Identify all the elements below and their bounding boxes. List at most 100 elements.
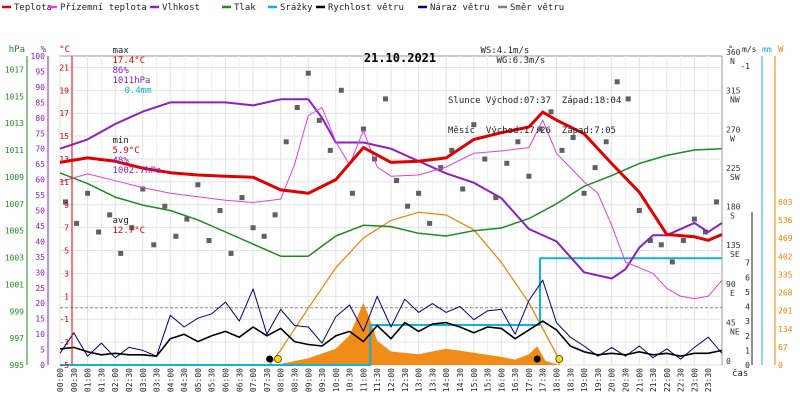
wind-dir-point xyxy=(305,70,311,76)
sunrise-marker xyxy=(266,355,274,363)
axis-hpa-tick: 1017 xyxy=(5,65,24,74)
series-solar-area xyxy=(269,302,560,365)
axis-temp-tick: 21 xyxy=(59,63,69,72)
axis-dir-tick: 315 xyxy=(726,87,741,96)
wind-dir-point xyxy=(570,135,576,140)
wind-dir-point xyxy=(129,225,135,231)
axis-temp-tick: -3 xyxy=(59,338,69,347)
wind-dir-point xyxy=(250,225,256,231)
wind-sun-info: WS:4.1m/s WG:6.3m/s Slunce Východ:07:37 … xyxy=(448,16,621,156)
wind-dir-point xyxy=(261,233,267,239)
x-tick: 01:00 xyxy=(84,368,93,392)
axis-dir-tick: 360 xyxy=(726,48,741,57)
wind-dir-point xyxy=(217,208,223,213)
stats-min-row: min 5.9°C 48% 1002.7hPa xyxy=(80,126,162,186)
axis-dir-tick: 90 xyxy=(726,280,736,289)
wind-row: WS:4.1m/s WG:6.3m/s xyxy=(448,36,621,76)
wind-dir-point xyxy=(714,199,719,205)
axis-w-tick: 402 xyxy=(778,252,793,261)
axis-temp-tick: 13 xyxy=(59,155,69,164)
axis-dir-tick: 225 xyxy=(726,164,741,173)
wind-dir-point xyxy=(493,195,499,201)
x-tick: 09:30 xyxy=(318,368,327,392)
wind-dir-point xyxy=(272,212,278,218)
x-tick: 20:30 xyxy=(621,368,630,392)
axis-temp-tick: 1 xyxy=(64,292,69,301)
x-tick: 09:00 xyxy=(304,368,313,392)
axis-temp-tick: 15 xyxy=(59,132,69,141)
axis-dir-label: N xyxy=(730,57,735,66)
axis-w-tick: 469 xyxy=(778,234,793,243)
stats-max-label: max xyxy=(112,46,129,56)
x-tick: 12:30 xyxy=(401,368,410,392)
wind-dir-point xyxy=(74,220,79,226)
x-tick: 01:30 xyxy=(97,368,106,392)
axis-dir-unit: ° xyxy=(728,45,733,55)
legend-label: Náraz větru xyxy=(430,3,490,13)
x-tick: 13:30 xyxy=(428,368,437,392)
wind-dir-point xyxy=(316,117,322,123)
axis-hpa-tick: 1015 xyxy=(5,92,24,101)
wind-dir-point xyxy=(702,229,708,235)
stats-avg-row: avg 12.7°C xyxy=(80,206,161,246)
chart-title: 21.10.2021 xyxy=(364,51,436,65)
series-solar-theoretical xyxy=(269,211,560,366)
wind-dir-point xyxy=(162,203,168,209)
wind-dir-point xyxy=(504,160,510,166)
axis-pct-tick: 55 xyxy=(35,191,45,200)
wind-dir-point xyxy=(140,186,146,192)
x-tick: 11:00 xyxy=(359,368,368,392)
wind-dir-point xyxy=(118,250,124,256)
x-tick: 14:00 xyxy=(442,368,451,392)
axis-w-tick: 201 xyxy=(778,307,793,316)
wind-dir-point xyxy=(592,165,598,171)
legend-label: Rychlost větru xyxy=(328,3,404,13)
legend-label: Teplota xyxy=(14,3,52,13)
axis-temp-tick: 3 xyxy=(64,269,69,278)
axis-temp-tick: 19 xyxy=(59,86,69,95)
legend-label: Srážky xyxy=(280,3,313,13)
axis-dir-label: S xyxy=(730,212,735,221)
axis-ms-tick: -1 xyxy=(740,62,750,71)
axis-temp-tick: 11 xyxy=(59,178,69,187)
axis-ms-tick: 1 xyxy=(745,346,750,355)
x-tick: 23:30 xyxy=(704,368,713,392)
axis-pct-tick: 15 xyxy=(35,315,45,324)
x-tick: 00:30 xyxy=(70,368,79,392)
axis-ms-tick: 6 xyxy=(745,273,750,282)
axis-dir-label: W xyxy=(730,134,735,143)
axis-dir-label: NW xyxy=(730,96,740,105)
x-tick: 15:00 xyxy=(470,368,479,392)
x-tick: 05:30 xyxy=(208,368,217,392)
legend-label: Vlhkost xyxy=(162,3,200,13)
series-temperature xyxy=(59,110,723,242)
axis-dir-label: SE xyxy=(730,250,740,259)
wind-dir-point xyxy=(206,238,212,243)
x-tick: 13:00 xyxy=(415,368,424,392)
axis-w-tick: 268 xyxy=(778,289,793,298)
axis-pct-tick: 70 xyxy=(35,145,45,154)
axis-w-tick: 536 xyxy=(778,216,793,225)
wind-dir-point xyxy=(669,259,675,265)
axis-pct-tick: 0 xyxy=(40,361,45,370)
wind-dir-point xyxy=(360,126,366,132)
x-tick: 15:30 xyxy=(484,368,493,392)
axis-pct-tick: 65 xyxy=(35,160,45,169)
x-tick: 18:30 xyxy=(566,368,575,392)
x-tick: 21:30 xyxy=(649,368,658,392)
axis-ms-tick: 4 xyxy=(745,303,750,312)
axis-w-unit: W xyxy=(778,45,784,55)
axis-dir-tick: 270 xyxy=(726,125,741,134)
wind-dir-point xyxy=(581,190,587,196)
wind-dir-point xyxy=(680,238,686,243)
wind-dir-point xyxy=(405,203,411,209)
axis-temp-tick: 5 xyxy=(64,247,69,256)
wind-wg: WG:6.3m/s xyxy=(496,56,546,66)
axis-temp-tick: 9 xyxy=(64,201,69,210)
axis-pct-tick: 40 xyxy=(35,237,45,246)
axis-temp-tick: -1 xyxy=(59,315,69,324)
axis-temp-tick: 7 xyxy=(64,224,69,233)
axes: hPa1017101510131011100910071005100310019… xyxy=(5,45,793,392)
